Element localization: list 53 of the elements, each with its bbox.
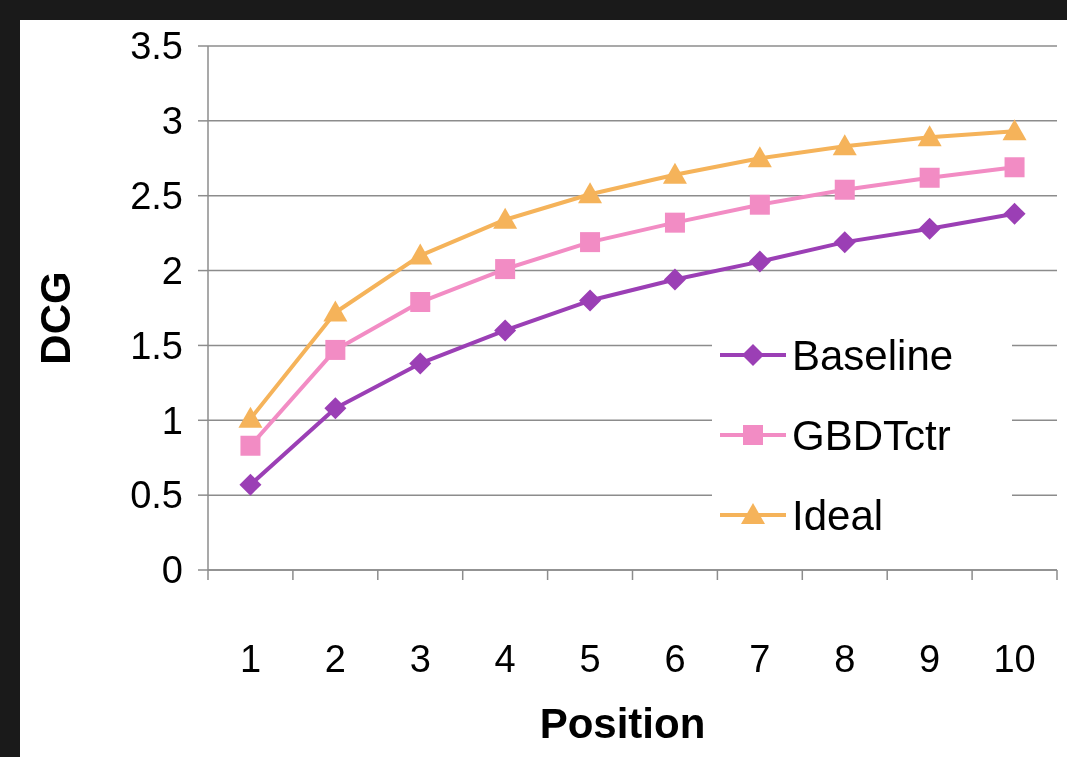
- point: [323, 300, 348, 322]
- legend-label: GBDTctr: [792, 411, 951, 459]
- point: [238, 406, 263, 428]
- point: [662, 162, 687, 184]
- y-tick-label: 2: [161, 249, 183, 292]
- x-axis-title: Position: [539, 700, 706, 747]
- point: [579, 289, 602, 312]
- x-tick-label: 9: [919, 638, 941, 680]
- y-tick-label: 1: [161, 399, 183, 442]
- y-tick-label: 2.5: [130, 175, 183, 218]
- point: [493, 207, 518, 229]
- point: [1002, 119, 1027, 141]
- point: [664, 212, 685, 233]
- y-tick-label: 3: [161, 100, 183, 143]
- point: [325, 339, 346, 360]
- point: [578, 182, 603, 204]
- point: [408, 243, 433, 265]
- point: [324, 397, 347, 420]
- y-tick-label: 3.5: [130, 25, 183, 68]
- y-axis-title: DCG: [32, 271, 79, 365]
- point: [663, 268, 686, 291]
- point: [580, 232, 601, 253]
- x-tick-label: 10: [993, 638, 1036, 680]
- point: [833, 231, 856, 254]
- x-tick-label: 8: [834, 638, 856, 680]
- point: [918, 217, 941, 240]
- point: [494, 319, 517, 342]
- point: [834, 179, 855, 200]
- y-tick-label: 1.5: [130, 324, 183, 367]
- legend-label: Ideal: [792, 491, 884, 539]
- point: [410, 292, 431, 313]
- point: [495, 259, 516, 280]
- y-tick-label: 0: [161, 549, 183, 592]
- point: [747, 146, 772, 168]
- x-tick-label: 5: [579, 638, 601, 680]
- point: [749, 194, 770, 215]
- point: [832, 134, 857, 156]
- point: [409, 352, 432, 375]
- x-tick-label: 7: [749, 638, 771, 680]
- point: [919, 167, 940, 188]
- legend-label: Baseline: [792, 331, 954, 379]
- x-tick-label: 1: [239, 638, 262, 680]
- point: [239, 473, 262, 496]
- x-tick-label: 4: [494, 638, 516, 680]
- point: [1004, 157, 1025, 178]
- point: [240, 435, 261, 456]
- point: [917, 125, 942, 147]
- point: [1003, 202, 1026, 225]
- x-tick-label: 3: [409, 638, 431, 680]
- y-tick-label: 0.5: [130, 474, 183, 517]
- x-tick-label: 2: [324, 638, 346, 680]
- x-tick-label: 6: [664, 638, 686, 680]
- point: [748, 250, 771, 273]
